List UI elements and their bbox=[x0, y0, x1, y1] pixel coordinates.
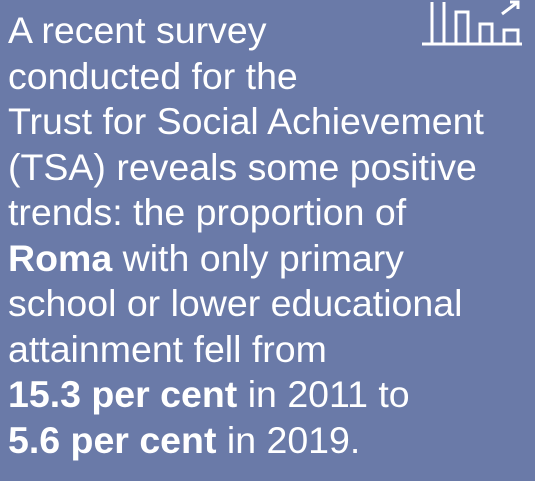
text: A recent survey bbox=[8, 9, 267, 51]
text: in 2019. bbox=[216, 418, 361, 461]
bold-text: Roma bbox=[8, 236, 113, 279]
text: Trust for Social Achievement bbox=[8, 100, 484, 142]
text: in 2011 to bbox=[237, 373, 410, 415]
bold-text: 5.6 per cent bbox=[8, 418, 217, 461]
text-line: 15.3 per cent in 2011 to bbox=[8, 372, 535, 418]
bold-text: 15.3 per cent bbox=[8, 373, 238, 415]
text: school or lower educational bbox=[8, 282, 463, 324]
text: attainment fell from bbox=[8, 327, 327, 370]
text-line: (TSA) reveals some positive bbox=[8, 145, 535, 191]
text-block: A recent survey conducted for the Trust fo… bbox=[8, 8, 535, 463]
text-line: trends: the proportion of bbox=[8, 190, 535, 236]
text-line: attainment fell from bbox=[8, 327, 535, 373]
text: (TSA) reveals some positive bbox=[8, 145, 477, 188]
text-line: Trust for Social Achievement bbox=[8, 99, 535, 145]
text-line: A recent survey bbox=[8, 8, 535, 54]
text: trends: the proportion of bbox=[8, 191, 407, 233]
text-line: school or lower educational bbox=[8, 281, 535, 327]
text: with only primary bbox=[112, 236, 404, 279]
text-line: 5.6 per cent in 2019. bbox=[8, 418, 535, 464]
text: conducted for the bbox=[8, 54, 298, 97]
text-line: conducted for the bbox=[8, 54, 535, 100]
text-line: Roma with only primary bbox=[8, 236, 535, 282]
chart-icon bbox=[422, 0, 522, 46]
